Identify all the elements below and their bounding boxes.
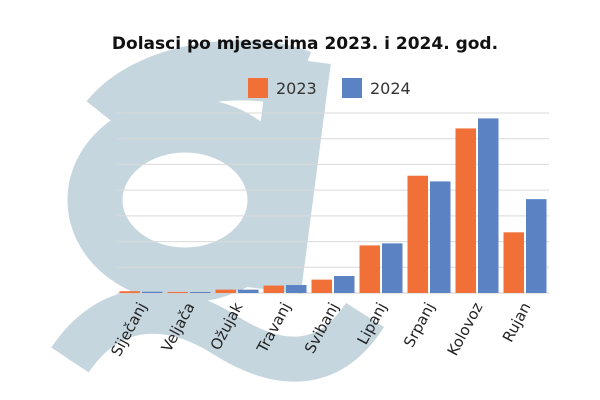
bar-2024-Srpanj	[430, 181, 451, 293]
legend-label-2023: 2023	[276, 79, 317, 98]
bar-2023-Srpanj	[407, 175, 428, 293]
bar-2023-Ožujak	[215, 289, 236, 293]
bar-2023-Kolovoz	[455, 128, 476, 293]
chart-title: Dolasci po mjesecima 2023. i 2024. god.	[112, 34, 498, 54]
bar-2024-Lipanj	[382, 243, 403, 293]
bar-2023-Rujan	[503, 232, 524, 293]
bar-2024-Veljača	[190, 291, 211, 293]
bar-2024-Siječanj	[142, 291, 163, 293]
legend-swatch-2024	[342, 78, 362, 98]
x-tick-label: Srpanj	[400, 299, 438, 350]
bar-2023-Veljača	[167, 291, 188, 293]
bar-2024-Kolovoz	[478, 118, 499, 294]
bar-2024-Ožujak	[238, 289, 259, 293]
legend-label-2024: 2024	[370, 79, 411, 98]
x-tick-label: Rujan	[499, 299, 535, 345]
bar-2023-Travanj	[263, 285, 284, 293]
legend-swatch-2023	[248, 78, 268, 98]
bar-2023-Svibanj	[311, 279, 332, 293]
watermark	[51, 40, 384, 382]
bar-2023-Siječanj	[119, 291, 140, 293]
bar-2024-Travanj	[286, 285, 307, 293]
bar-2023-Lipanj	[359, 245, 380, 293]
x-tick-label: Kolovoz	[444, 299, 487, 358]
bars	[119, 118, 547, 294]
bar-2024-Rujan	[526, 199, 547, 293]
bar-2024-Svibanj	[334, 276, 355, 293]
watermark-letter-a-bowl	[67, 97, 303, 303]
gridlines	[117, 112, 549, 294]
legend: 2023 2024	[248, 78, 411, 98]
watermark-tilde	[51, 288, 384, 382]
